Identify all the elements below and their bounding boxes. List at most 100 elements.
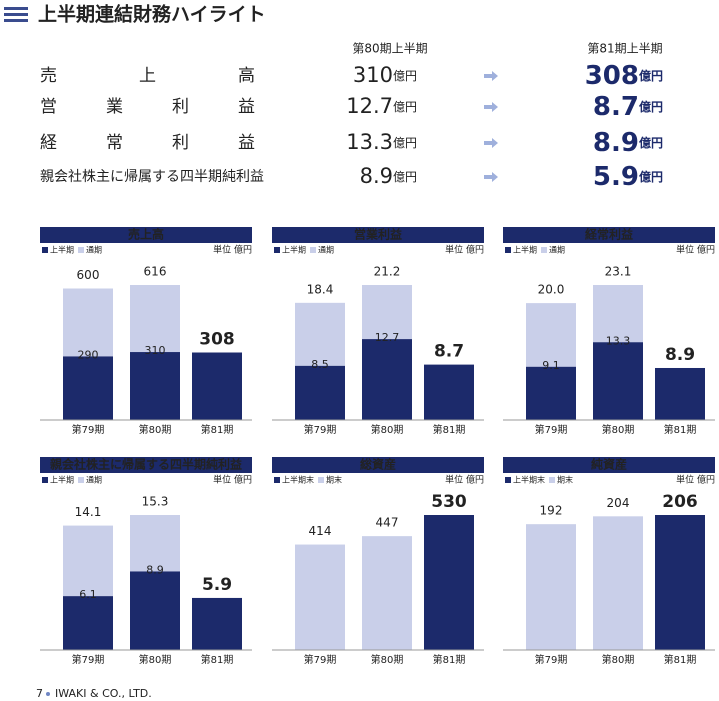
legend-label: 通期 bbox=[86, 475, 102, 485]
unit-label: 単位 億円 bbox=[213, 474, 252, 486]
bar bbox=[362, 536, 412, 650]
bar bbox=[424, 515, 474, 650]
legend-swatch bbox=[310, 247, 316, 253]
legend-label: 上半期 bbox=[282, 245, 306, 255]
value-number: 5.9 bbox=[593, 162, 639, 192]
legend-label: 通期 bbox=[318, 245, 334, 255]
value-unit: 億円 bbox=[393, 100, 417, 114]
legend-swatch bbox=[318, 477, 324, 483]
chart-title-bar bbox=[272, 227, 484, 243]
category-label: 第81期 bbox=[201, 653, 234, 666]
unit-label: 単位 億円 bbox=[676, 244, 715, 256]
value-label: 192 bbox=[540, 504, 563, 518]
bar bbox=[526, 366, 576, 420]
category-label: 第80期 bbox=[139, 653, 172, 666]
category-label: 第80期 bbox=[602, 653, 635, 666]
value-number: 8.9 bbox=[593, 128, 639, 158]
category-label: 第81期 bbox=[664, 423, 697, 436]
value-unit: 億円 bbox=[393, 69, 417, 83]
curr-value: 8.7億円 bbox=[593, 92, 663, 122]
value-unit: 億円 bbox=[639, 169, 663, 184]
value-label: 23.1 bbox=[605, 265, 632, 279]
category-label: 第79期 bbox=[72, 423, 105, 436]
value-label: 20.0 bbox=[538, 283, 565, 297]
legend-swatch bbox=[78, 477, 84, 483]
category-label: 第79期 bbox=[72, 653, 105, 666]
value-unit: 億円 bbox=[639, 99, 663, 114]
legend-swatch bbox=[549, 477, 555, 483]
page-title: 上半期連結財務ハイライト bbox=[38, 3, 266, 26]
legend-swatch bbox=[505, 477, 511, 483]
unit-label: 単位 億円 bbox=[213, 244, 252, 256]
value-label: 12.7 bbox=[375, 331, 400, 344]
bar bbox=[130, 571, 180, 650]
bar bbox=[593, 516, 643, 650]
legend-label: 上半期 bbox=[50, 245, 74, 255]
category-label: 第80期 bbox=[371, 653, 404, 666]
bar bbox=[424, 364, 474, 420]
value-label: 447 bbox=[376, 516, 399, 530]
title-icon bbox=[4, 7, 28, 22]
chart-title: 親会社株主に帰属する四半期純利益 bbox=[50, 457, 242, 472]
column-header: 第81期上半期 bbox=[587, 42, 662, 56]
bar bbox=[526, 524, 576, 650]
legend-swatch bbox=[42, 247, 48, 253]
value-number: 8.9 bbox=[360, 164, 393, 188]
value-label: 414 bbox=[309, 524, 332, 538]
legend-swatch bbox=[274, 247, 280, 253]
page-number: 7 bbox=[36, 687, 43, 700]
category-label: 第81期 bbox=[433, 653, 466, 666]
chart-title-bar bbox=[40, 457, 252, 473]
column-header: 第80期上半期 bbox=[352, 42, 427, 56]
category-label: 第79期 bbox=[304, 653, 337, 666]
bar bbox=[593, 342, 643, 420]
bar bbox=[192, 597, 242, 650]
category-label: 第81期 bbox=[664, 653, 697, 666]
category-label: 第80期 bbox=[602, 423, 635, 436]
chart-title: 売上高 bbox=[128, 227, 164, 242]
row-label: 親会社株主に帰属する四半期純利益 bbox=[40, 168, 264, 185]
value-label: 8.9 bbox=[665, 345, 695, 365]
legend-label: 期末 bbox=[557, 475, 573, 485]
legend-label: 期末 bbox=[326, 475, 342, 485]
legend-label: 上半期末 bbox=[282, 475, 314, 485]
curr-value: 8.9億円 bbox=[593, 128, 663, 158]
bar bbox=[63, 356, 113, 420]
unit-label: 単位 億円 bbox=[676, 474, 715, 486]
value-label: 600 bbox=[77, 268, 100, 282]
value-label: 18.4 bbox=[307, 282, 334, 296]
bar bbox=[655, 367, 705, 420]
value-label: 15.3 bbox=[142, 495, 169, 509]
category-label: 第79期 bbox=[535, 653, 568, 666]
legend-label: 上半期 bbox=[513, 245, 537, 255]
category-label: 第80期 bbox=[371, 423, 404, 436]
value-number: 12.7 bbox=[346, 94, 393, 118]
value-number: 308 bbox=[585, 61, 639, 91]
legend-label: 通期 bbox=[86, 245, 102, 255]
category-label: 第81期 bbox=[201, 423, 234, 436]
value-label: 5.9 bbox=[202, 575, 232, 595]
unit-label: 単位 億円 bbox=[445, 244, 484, 256]
prev-value: 13.3億円 bbox=[346, 130, 417, 154]
value-label: 290 bbox=[78, 348, 99, 361]
chart-title: 営業利益 bbox=[354, 227, 402, 242]
value-unit: 億円 bbox=[393, 170, 417, 184]
value-number: 8.7 bbox=[593, 92, 639, 122]
footer-dot bbox=[46, 692, 50, 696]
legend-swatch bbox=[42, 477, 48, 483]
chart-title-bar bbox=[40, 227, 252, 243]
prev-value: 310億円 bbox=[353, 63, 417, 87]
value-label: 8.5 bbox=[311, 358, 329, 371]
category-label: 第79期 bbox=[535, 423, 568, 436]
bar bbox=[295, 365, 345, 420]
legend-swatch bbox=[541, 247, 547, 253]
category-label: 第79期 bbox=[304, 423, 337, 436]
legend-swatch bbox=[274, 477, 280, 483]
value-number: 310 bbox=[353, 63, 393, 87]
unit-label: 単位 億円 bbox=[445, 474, 484, 486]
value-label: 616 bbox=[144, 265, 167, 279]
value-unit: 億円 bbox=[393, 136, 417, 150]
chart-title-bar bbox=[503, 457, 715, 473]
bar bbox=[130, 352, 180, 420]
